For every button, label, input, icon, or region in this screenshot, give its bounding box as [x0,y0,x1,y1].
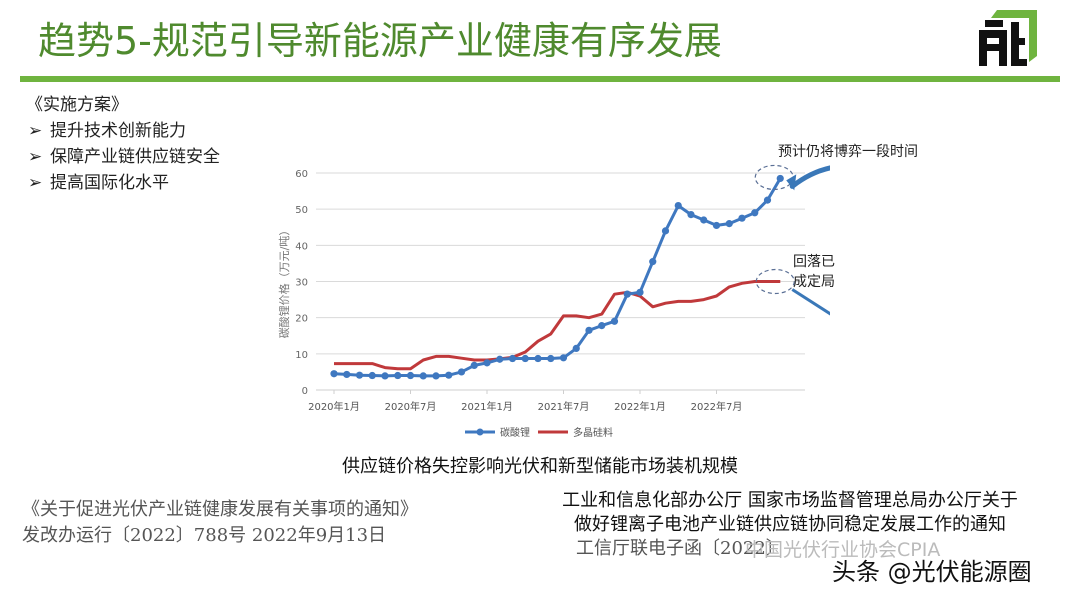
svg-text:2022年1月: 2022年1月 [614,400,666,413]
plan-heading: 《实施方案》 [26,95,128,115]
svg-text:0: 0 [302,386,308,397]
arrow-bullet-icon: ➢ [28,147,43,167]
svg-text:60: 60 [295,169,308,180]
page-title: 趋势5-规范引导新能源产业健康有序发展 [38,19,722,63]
svg-text:10: 10 [295,350,308,361]
implementation-plan: 《实施方案》 ➢ 提升技术创新能力 ➢ 保障产业链供应链安全 ➢ 提高国际化水平 [26,92,220,196]
svg-text:20: 20 [295,314,308,325]
annotation-top: 预计仍将博弈一段时间 [778,144,918,160]
ndrc-notice: 《关于促进光伏产业链健康发展有关事项的通知》 发改办运行〔2022〕788号 2… [22,499,418,546]
arrow-bullet-icon: ➢ [28,121,43,141]
svg-text:2020年1月: 2020年1月 [308,400,360,413]
svg-text:2022年7月: 2022年7月 [691,400,743,413]
title-divider [20,76,1060,82]
annotation-bottom: 回落已 成定局 [793,254,835,290]
svg-text:2020年7月: 2020年7月 [385,400,437,413]
watermark-cpia: 中国光伏行业协会CPIA [745,539,941,561]
svg-text:碳酸锂: 碳酸锂 [500,426,530,439]
price-line-chart: 0 10 20 30 40 50 60 2020年1月 2020年7月 2021年1月 2021年7… [277,164,830,439]
plan-item: ➢ 提升技术创新能力 [26,118,220,144]
svg-text:2021年7月: 2021年7月 [538,400,590,413]
svg-text:碳酸锂价格（万元/吨）: 碳酸锂价格（万元/吨） [277,225,291,339]
chart-caption: 供应链价格失控影响光伏和新型储能市场装机规模 [342,456,738,477]
svg-text:30: 30 [295,278,308,289]
plan-item: ➢ 提高国际化水平 [26,170,220,196]
miit-notice: 工业和信息化部办公厅 国家市场监督管理总局办公厅关于 做好锂离子电池产业链供应链… [562,490,1018,559]
arrow-bullet-icon: ➢ [28,173,43,193]
svg-text:2021年1月: 2021年1月 [461,400,513,413]
svg-text:多晶硅料: 多晶硅料 [573,426,613,439]
svg-text:40: 40 [295,241,308,252]
watermark-toutiao: 头条 @光伏能源圈 [832,558,1032,586]
fnt-logo-icon [979,10,1037,66]
svg-text:50: 50 [295,205,308,216]
plan-item: ➢ 保障产业链供应链安全 [26,144,220,170]
